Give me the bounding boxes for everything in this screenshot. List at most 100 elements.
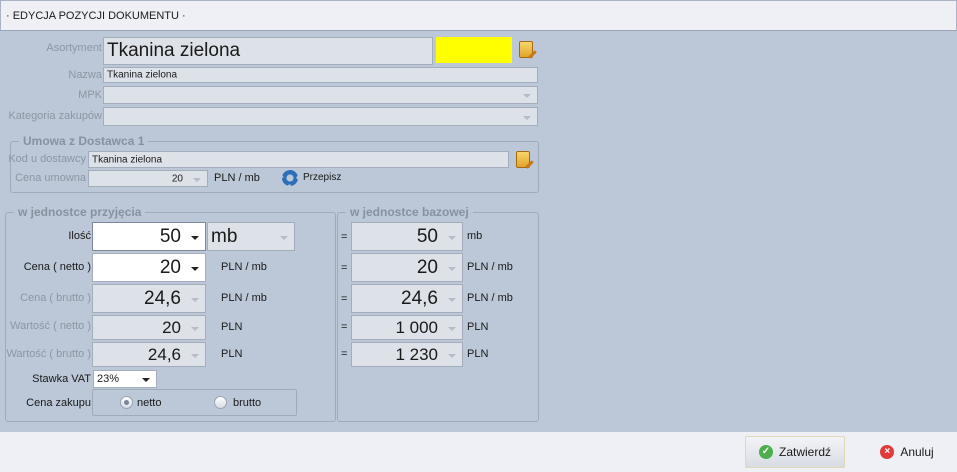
chevron-down-icon	[448, 326, 456, 331]
nazwa-value: Tkanina zielona	[107, 69, 178, 81]
chevron-down-icon	[193, 177, 201, 182]
baz-cena-brutto-value: 24,6	[401, 287, 438, 309]
color-swatch	[436, 37, 512, 63]
ilosc-label: Ilość	[68, 230, 91, 242]
mpk-label: MPK	[78, 89, 102, 101]
equals-sign: =	[341, 293, 348, 305]
przyjecia-group: w jednostce przyjęcia	[5, 205, 336, 422]
chevron-down-icon[interactable]	[191, 235, 199, 240]
przepisz-button[interactable]: Przepisz	[303, 172, 342, 183]
przyjecia-legend: w jednostce przyjęcia	[14, 205, 146, 219]
baz-wartosc-netto-field[interactable]: 1 000	[351, 315, 463, 340]
chevron-down-icon	[448, 353, 456, 358]
baz-cena-brutto-field[interactable]: 24,6	[351, 284, 463, 313]
baz-wartosc-brutto-field[interactable]: 1 230	[351, 342, 463, 367]
cena-umowna-field[interactable]: 20	[88, 170, 208, 187]
chevron-down-icon	[448, 297, 456, 302]
cena-zakupu-label: Cena zakupu	[26, 397, 91, 409]
title-bar: · EDYCJA POZYCJI DOKUMENTU ·	[0, 0, 957, 31]
cena-brutto-field[interactable]: 24,6	[92, 284, 206, 313]
baz-ilosc-field[interactable]: 50	[351, 222, 463, 251]
wartosc-brutto-unit: PLN	[221, 348, 243, 360]
chevron-down-icon	[523, 94, 531, 98]
baz-wartosc-brutto-unit: PLN	[467, 348, 489, 360]
vat-value: 23%	[97, 373, 120, 385]
cancel-label: Anuluj	[900, 445, 934, 459]
cena-brutto-unit: PLN / mb	[221, 292, 267, 304]
cancel-button[interactable]: × Anuluj	[872, 436, 942, 468]
asortyment-label: Asortyment	[46, 42, 102, 54]
wartosc-brutto-value: 24,6	[147, 344, 181, 364]
unit-dropdown[interactable]: mb	[207, 222, 295, 251]
cena-umowna-value: 20	[171, 173, 183, 184]
mpk-dropdown[interactable]	[103, 86, 538, 104]
nazwa-field[interactable]: Tkanina zielona	[103, 67, 538, 83]
confirm-label: Zatwierdź	[778, 445, 831, 459]
chevron-down-icon[interactable]	[191, 266, 199, 271]
chevron-down-icon	[523, 115, 531, 120]
vat-label: Stawka VAT	[32, 373, 91, 385]
wartosc-netto-label: Wartość ( netto )	[10, 320, 91, 332]
bazowej-legend: w jednostce bazowej	[346, 205, 473, 219]
close-icon: ×	[880, 445, 895, 459]
baz-wartosc-netto-unit: PLN	[467, 321, 489, 333]
edit-notes-icon[interactable]	[519, 41, 533, 58]
cena-netto-label: Cena ( netto )	[23, 261, 91, 273]
cena-umowna-label: Cena umowna	[15, 172, 86, 184]
bazowej-group: w jednostce bazowej	[337, 205, 539, 422]
edit-notes-icon[interactable]	[516, 151, 530, 168]
baz-wartosc-netto-value: 1 000	[395, 317, 438, 337]
umowa-group: Umowa z Dostawca 1	[10, 134, 539, 193]
chevron-down-icon	[448, 266, 456, 271]
cena-netto-input[interactable]: 20	[92, 253, 206, 282]
cena-netto-value: 20	[159, 256, 181, 278]
cena-umowna-unit: PLN / mb	[214, 172, 260, 184]
chevron-down-icon	[191, 297, 199, 302]
chevron-down-icon	[191, 326, 199, 331]
equals-sign: =	[341, 321, 348, 333]
radio-netto-label[interactable]: netto	[137, 397, 162, 409]
wartosc-brutto-label: Wartość ( brutto )	[6, 348, 91, 360]
cena-zakupu-box	[92, 389, 297, 416]
chevron-down-icon	[191, 353, 199, 358]
baz-cena-netto-value: 20	[416, 256, 438, 278]
unit-value: mb	[211, 225, 238, 247]
chevron-down-icon	[448, 235, 456, 240]
window-title: · EDYCJA POZYCJI DOKUMENTU ·	[6, 10, 186, 22]
kategoria-label: Kategoria zakupów	[8, 110, 102, 122]
gear-icon[interactable]	[282, 170, 298, 186]
vat-dropdown[interactable]: 23%	[93, 370, 157, 388]
ilosc-input[interactable]: 50	[92, 222, 206, 251]
asortyment-field[interactable]: Tkanina zielona	[103, 37, 433, 65]
baz-wartosc-brutto-value: 1 230	[395, 344, 438, 364]
equals-sign: =	[341, 348, 348, 360]
baz-cena-brutto-unit: PLN / mb	[467, 292, 513, 304]
radio-brutto-label[interactable]: brutto	[233, 397, 262, 409]
equals-sign: =	[341, 262, 348, 274]
umowa-legend: Umowa z Dostawca 1	[19, 134, 149, 148]
wartosc-netto-value: 20	[162, 317, 181, 337]
kod-label: Kod u dostawcy	[8, 153, 86, 165]
cena-brutto-value: 24,6	[144, 287, 181, 309]
baz-cena-netto-unit: PLN / mb	[467, 261, 513, 273]
radio-netto[interactable]	[120, 396, 133, 409]
baz-ilosc-value: 50	[416, 225, 438, 247]
cena-brutto-label: Cena ( brutto )	[20, 292, 91, 304]
chevron-down-icon	[142, 378, 150, 382]
ilosc-value: 50	[159, 225, 181, 247]
radio-brutto[interactable]	[214, 396, 227, 409]
chevron-down-icon	[280, 235, 288, 240]
asortyment-value: Tkanina zielona	[107, 40, 241, 61]
kod-field[interactable]: Tkanina zielona	[88, 151, 509, 168]
kategoria-dropdown[interactable]	[103, 107, 538, 126]
check-icon: ✓	[758, 445, 773, 459]
wartosc-netto-field[interactable]: 20	[92, 315, 206, 340]
nazwa-label: Nazwa	[68, 69, 102, 81]
baz-ilosc-unit: mb	[467, 230, 483, 242]
wartosc-brutto-field[interactable]: 24,6	[92, 342, 206, 367]
confirm-button[interactable]: ✓ Zatwierdź	[745, 436, 845, 468]
equals-sign: =	[341, 231, 348, 243]
cena-netto-unit: PLN / mb	[221, 261, 267, 273]
wartosc-netto-unit: PLN	[221, 321, 243, 333]
baz-cena-netto-field[interactable]: 20	[351, 253, 463, 282]
